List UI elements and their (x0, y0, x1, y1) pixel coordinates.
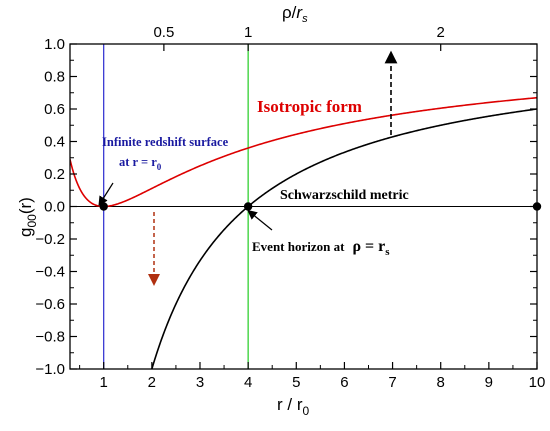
x-axis-title-sub: 0 (303, 404, 310, 418)
x-tick-label-4: 4 (244, 374, 252, 391)
top-tick-label-1: 1 (244, 24, 252, 41)
isotropic-curve (70, 96, 537, 208)
x-tick-label-3: 3 (196, 374, 204, 391)
schwarzschild-curve (151, 108, 537, 369)
data-point-2 (243, 202, 253, 211)
top-axis-sub: s (302, 13, 308, 25)
event-horizon-label: Event horizon at ρ = rs (252, 238, 390, 258)
event-horizon-rho: ρ = r (352, 238, 385, 255)
top-axis-title: ρ/rs (282, 3, 308, 25)
top-axis-rho: ρ/ (282, 3, 297, 22)
y-tick-label: −1.0 (35, 361, 65, 378)
x-axis-title: r / r0 (277, 395, 310, 418)
y-tick-label: 0.2 (44, 166, 65, 183)
y-tick-label: −0.4 (35, 264, 65, 281)
plot-area (70, 44, 537, 369)
x-tick-label-10: 10 (529, 374, 546, 391)
y-axis-title: g00(r) (16, 197, 39, 237)
top-tick-label-0.5: 0.5 (153, 24, 174, 41)
y-axis: 1.0 0.8 0.6 0.4 0.2 0.0 −0.2 −0.4 −0.6 −0.8 −1.0 (35, 36, 537, 378)
y-tick-label: 0.6 (44, 101, 65, 118)
event-horizon-text: Event horizon at (252, 239, 345, 254)
redshift-pointer-arrow (98, 182, 114, 207)
top-tick-label-2: 2 (437, 24, 445, 41)
x-tick-label-8: 8 (437, 374, 445, 391)
x-tick-label-1: 1 (100, 374, 108, 391)
redshift-label-sub: 0 (157, 162, 162, 172)
x-tick-label-2: 2 (148, 374, 156, 391)
y-axis-title-g: g (16, 228, 35, 237)
horizon-pointer-arrow (247, 209, 273, 231)
top-axis-r: r (296, 3, 303, 22)
isotropic-form-label: Isotropic form (257, 97, 362, 116)
x-tick-label-5: 5 (292, 374, 300, 391)
event-horizon-sub: s (385, 246, 390, 258)
redshift-label-main: at r = r (119, 155, 157, 169)
top-x-axis: 0.5 1 2 (153, 24, 445, 51)
y-tick-label: −0.2 (35, 231, 65, 248)
y-tick-label: 1.0 (44, 36, 65, 53)
y-tick-label: −0.6 (35, 296, 65, 313)
y-tick-label: 0.4 (44, 134, 65, 151)
y-tick-label: 0.0 (44, 199, 65, 216)
redshift-label-line2: at r = r0 (119, 155, 162, 172)
data-point-1 (99, 202, 108, 211)
x-axis: 1 2 3 4 5 6 7 8 9 10 (79, 362, 546, 391)
x-tick-label-7: 7 (388, 374, 396, 391)
y-axis-title-rest: (r) (16, 197, 35, 214)
x-axis-title-main: r / r (277, 395, 303, 414)
y-tick-label: 0.8 (44, 69, 65, 86)
y-axis-title-sub: 00 (25, 214, 39, 228)
y-tick-label: −0.8 (35, 329, 65, 346)
x-tick-label-6: 6 (340, 374, 348, 391)
x-tick-label-9: 9 (485, 374, 493, 391)
schwarzschild-label: Schwarzschild metric (280, 188, 409, 203)
data-point-3 (532, 202, 542, 211)
redshift-label-line1: Infinite redshift surface (102, 135, 229, 149)
